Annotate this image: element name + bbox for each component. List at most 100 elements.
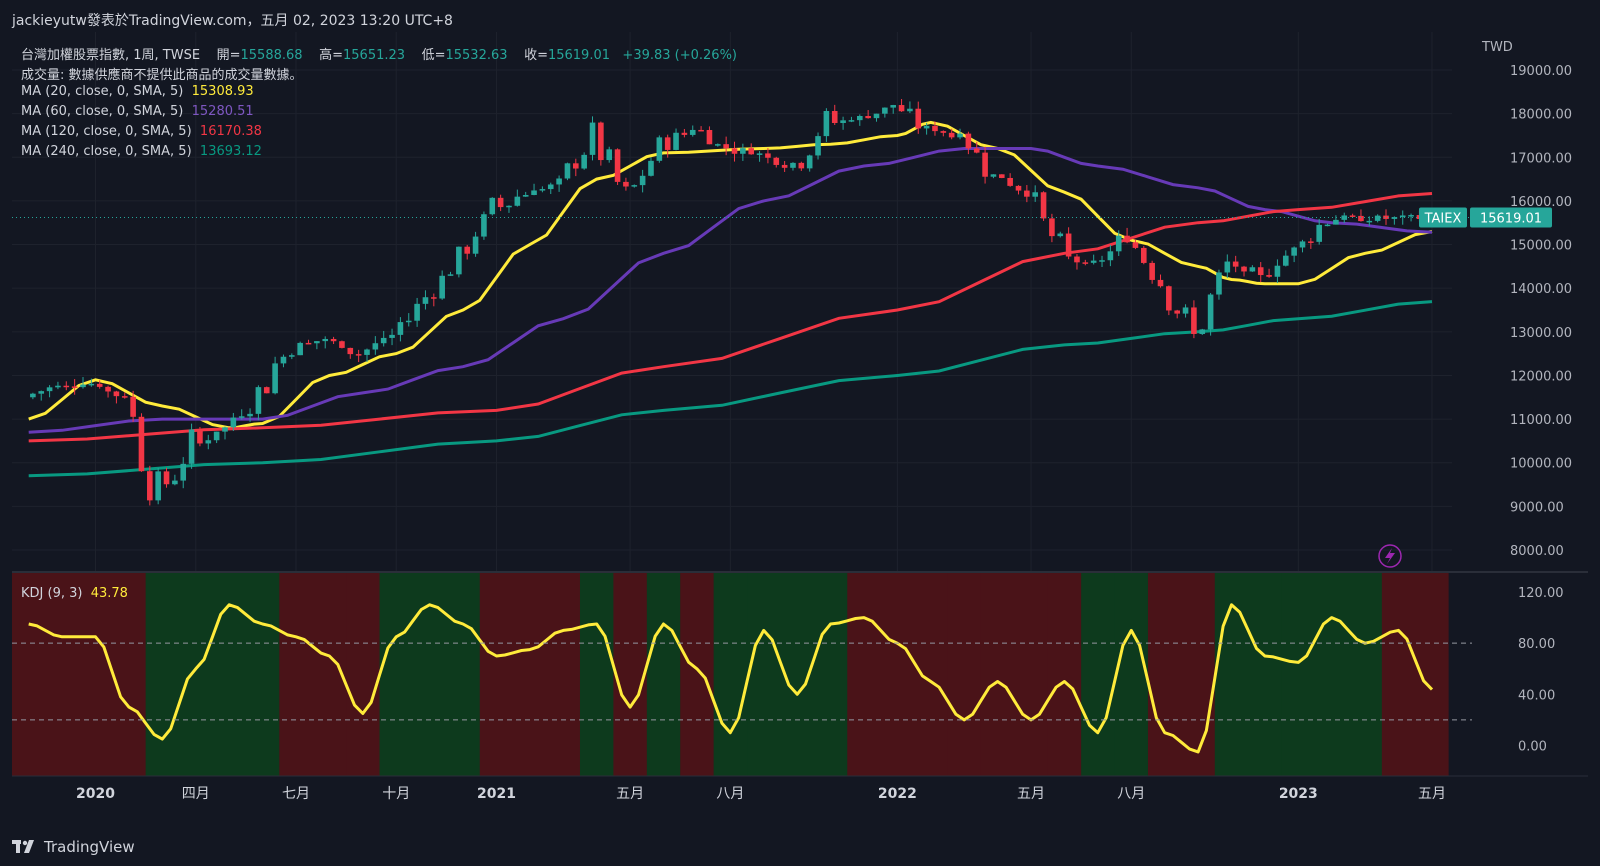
- candle-up: [38, 391, 45, 394]
- candle-down: [1140, 247, 1147, 263]
- brand-name: TradingView: [44, 838, 135, 856]
- candle-up: [414, 303, 420, 321]
- candle-up: [1224, 261, 1231, 273]
- volume-legend: 成交量: 數據供應商不提供此商品的成交量數據。: [21, 64, 303, 83]
- ma20-line: [28, 120, 1433, 430]
- ma120-legend[interactable]: MA (120, close, 0, SMA, 5) 16170.38: [21, 124, 262, 139]
- candle-up: [531, 190, 537, 195]
- candle-down: [96, 383, 103, 387]
- candle-down: [497, 197, 504, 208]
- candle-up: [322, 338, 329, 342]
- candle-up: [907, 108, 913, 112]
- chart-canvas[interactable]: 19000.00 18000.00 17000.00 16000.00 15000.00…: [12, 32, 1588, 824]
- kdj-tick-label: 80.00: [1518, 637, 1555, 652]
- candle-up: [1291, 247, 1297, 256]
- candle-down: [263, 387, 270, 394]
- candle-up: [957, 133, 963, 138]
- candle-down: [147, 471, 153, 501]
- candle-up: [873, 113, 880, 119]
- candle-down: [664, 137, 671, 150]
- candle-down: [573, 163, 579, 169]
- candle-up: [55, 385, 61, 388]
- candle-down: [330, 338, 337, 342]
- time-tick-label: 五月: [1017, 786, 1045, 802]
- candle-down: [940, 131, 947, 133]
- candle-up: [547, 184, 554, 190]
- candle-up: [1057, 233, 1064, 237]
- candle-down: [355, 354, 362, 356]
- candle-up: [280, 356, 287, 364]
- candle-down: [1132, 242, 1139, 248]
- time-tick-label: 七月: [282, 786, 310, 802]
- ma20-legend[interactable]: MA (20, close, 0, SMA, 5) 15308.93: [21, 84, 254, 99]
- candle-up: [1090, 260, 1097, 263]
- candle-up: [1324, 224, 1331, 227]
- candle-down: [982, 152, 988, 177]
- price-tick-label: 13000.00: [1510, 326, 1572, 341]
- kdj-label: KDJ (9, 3): [21, 586, 83, 601]
- candle-up: [364, 349, 370, 355]
- low-label: 低=: [421, 48, 446, 63]
- candle-up: [990, 174, 997, 177]
- candle-up: [238, 416, 245, 418]
- candle-up: [639, 175, 646, 186]
- candle-up: [80, 384, 86, 388]
- candle-up: [439, 275, 445, 299]
- candle-down: [1065, 233, 1072, 257]
- ma120-label: MA (120, close, 0, SMA, 5): [21, 124, 192, 139]
- candle-down: [1040, 192, 1047, 219]
- candle-down: [1191, 307, 1197, 334]
- candle-down: [464, 246, 471, 254]
- tradingview-logo-icon: [12, 840, 34, 853]
- candle-up: [522, 194, 529, 197]
- candle-down: [305, 342, 312, 345]
- kdj-legend[interactable]: KDJ (9, 3) 43.78: [21, 586, 128, 601]
- candle-up: [389, 334, 395, 338]
- tradingview-logo[interactable]: TradingView: [12, 838, 135, 856]
- candle-up: [1099, 260, 1105, 262]
- candle-up: [1207, 294, 1214, 330]
- ma240-line: [28, 300, 1433, 478]
- close-label: 收=: [524, 48, 548, 63]
- ma60-legend[interactable]: MA (60, close, 0, SMA, 5) 15280.51: [21, 104, 254, 119]
- lightning-icon: [1378, 544, 1402, 568]
- candle-down: [1082, 262, 1089, 264]
- candle-down: [1124, 235, 1130, 243]
- high-label: 高=: [319, 48, 343, 63]
- candle-down: [723, 144, 729, 149]
- ma240-value: 13693.12: [199, 144, 262, 159]
- ma120-line: [28, 192, 1433, 443]
- candle-up: [489, 197, 496, 215]
- time-tick-label: 2021: [477, 786, 516, 802]
- candle-up: [923, 125, 930, 129]
- ma240-legend[interactable]: MA (240, close, 0, SMA, 5) 13693.12: [21, 144, 262, 159]
- price-tick-label: 11000.00: [1510, 413, 1572, 428]
- time-tick-label: 五月: [1418, 786, 1446, 802]
- candle-up: [205, 440, 212, 444]
- candle-up: [656, 137, 663, 161]
- candle-up: [272, 363, 278, 394]
- candle-down: [130, 396, 136, 417]
- candle-down: [113, 391, 120, 397]
- header-bar: jackieyutw發表於TradingView.com，五月 02, 2023…: [0, 0, 1600, 32]
- candle-down: [1266, 275, 1272, 277]
- candle-up: [715, 144, 721, 146]
- candle-up: [539, 189, 546, 191]
- chart-frame[interactable]: 19000.00 18000.00 17000.00 16000.00 15000.00…: [12, 32, 1588, 824]
- candle-down: [1024, 190, 1030, 197]
- candle-down: [1232, 261, 1239, 267]
- candle-down: [748, 148, 755, 155]
- candle-up: [289, 355, 295, 357]
- price-tick-label: 18000.00: [1510, 108, 1572, 123]
- candle-down: [1157, 279, 1164, 287]
- candle-down: [915, 108, 922, 129]
- candle-up: [297, 342, 303, 356]
- price-tick-label: 9000.00: [1510, 500, 1564, 515]
- moving-average-lines: [28, 120, 1433, 478]
- candle-down: [431, 297, 437, 299]
- candle-down: [71, 386, 78, 388]
- candle-down: [105, 386, 111, 392]
- time-tick-label: 八月: [1117, 786, 1145, 802]
- candle-up: [856, 116, 863, 121]
- ma60-value: 15280.51: [191, 104, 254, 119]
